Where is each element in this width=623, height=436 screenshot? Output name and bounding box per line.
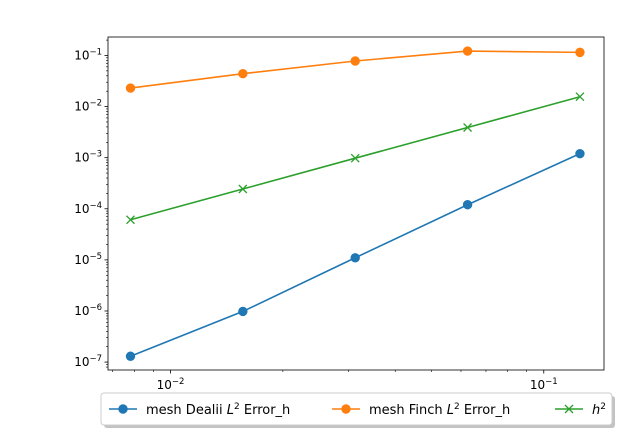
marker-stroke [564, 404, 574, 414]
data-point [462, 200, 473, 210]
y-tick-label: 10−5 [74, 252, 102, 267]
data-point [126, 215, 135, 225]
data-point [125, 83, 136, 93]
marker-stroke [238, 184, 248, 194]
marker-stroke [463, 123, 473, 132]
y-tick-label: 10−3 [74, 150, 102, 165]
y-tick-label: 10−7 [74, 354, 102, 369]
series-2 [126, 92, 585, 225]
x-tick-label: 10−1 [530, 377, 558, 392]
legend-swatch-marker [564, 404, 574, 414]
series-layer [125, 46, 585, 361]
data-point [238, 69, 248, 79]
y-tick-label: 10−4 [74, 201, 102, 216]
legend: mesh Dealii L2 Error_h mesh Finch L2 Erro… [100, 392, 615, 428]
data-point [575, 148, 585, 159]
data-point [575, 92, 585, 102]
marker-stroke [575, 92, 585, 102]
y-tick-label: 10−1 [74, 47, 102, 62]
data-point [238, 306, 248, 317]
legend-entry-0: mesh Dealii L2 Error_h [109, 402, 290, 418]
legend-label: h2 [592, 402, 606, 418]
data-point [350, 253, 360, 263]
data-point [238, 184, 248, 194]
y-tick-label: 10−6 [74, 303, 102, 318]
data-point [350, 153, 360, 163]
legend-swatch-marker [341, 404, 351, 414]
x-tick-label: 10−2 [157, 377, 185, 392]
x-axis-ticks: 10−2 10−1 [157, 370, 558, 392]
data-point [575, 47, 585, 58]
y-axis-ticks: 10−7 10−6 10−5 10−4 10−3 10−2 10−1 [74, 47, 108, 369]
data-point [462, 46, 473, 56]
series-1 [125, 46, 585, 93]
data-point [125, 351, 136, 361]
plot-area [108, 37, 604, 370]
series-0 [125, 148, 585, 361]
data-point [350, 56, 360, 66]
marker-stroke [126, 215, 135, 225]
legend-entry-1: mesh Finch L2 Error_h [332, 402, 510, 418]
legend-entry-2: h2 [555, 402, 606, 418]
legend-label: mesh Finch L2 Error_h [369, 402, 510, 418]
legend-label: mesh Dealii L2 Error_h [146, 402, 290, 418]
plot-frame [107, 36, 605, 371]
marker-stroke [350, 153, 360, 163]
y-tick-label: 10−2 [74, 99, 102, 114]
legend-swatch-marker [118, 404, 128, 414]
data-point [463, 123, 473, 132]
